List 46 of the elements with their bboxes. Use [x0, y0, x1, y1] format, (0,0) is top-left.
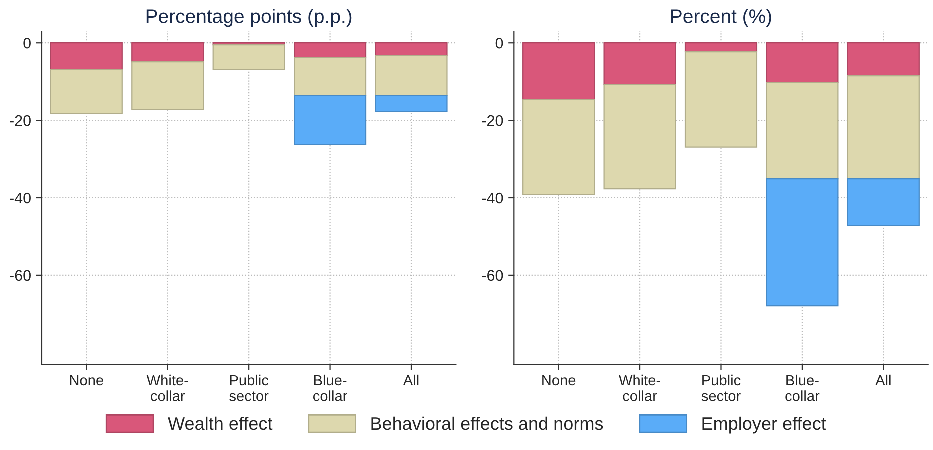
bar	[294, 57, 367, 96]
x-tick-label: None	[542, 375, 576, 386]
y-tick-label: -20	[482, 115, 504, 126]
chart-title: Percent (%)	[672, 9, 772, 28]
bar	[847, 178, 920, 226]
x-tick-label: Public sector	[702, 374, 741, 402]
bar	[684, 51, 758, 148]
x-tick-label: White- collar	[146, 374, 188, 402]
y-tick-label: -60	[482, 270, 504, 282]
bar	[50, 42, 123, 70]
bar	[522, 42, 596, 100]
x-tick-label: All	[403, 374, 419, 386]
x-tick-label: Blue- collar	[786, 374, 820, 402]
bar	[604, 42, 676, 86]
x-tick-label: All	[876, 374, 891, 386]
y-tick-label: -40	[482, 192, 504, 204]
y-tick-label: -60	[10, 270, 31, 282]
bar	[375, 55, 448, 96]
x-tick-label: None	[70, 375, 104, 386]
y-tick-label: -40	[10, 192, 31, 204]
bar	[766, 82, 839, 180]
bar	[375, 42, 448, 56]
bar	[375, 95, 448, 112]
bar	[50, 69, 123, 114]
bar	[684, 42, 758, 53]
bar	[132, 62, 204, 110]
bar	[847, 42, 920, 77]
x-tick-label: Public sector	[230, 374, 269, 402]
y-tick-label: 0	[496, 38, 504, 49]
y-tick-label: 0	[24, 38, 31, 49]
bar	[132, 42, 204, 63]
bar	[766, 42, 839, 84]
bar	[212, 44, 286, 70]
bar	[294, 42, 367, 58]
bar	[847, 75, 920, 180]
chart-title: Percentage points (p.p.)	[146, 9, 352, 28]
legend-label: Behavioral effects and norms	[372, 416, 604, 430]
x-tick-label: White- collar	[619, 374, 660, 402]
bar	[294, 95, 367, 146]
bar	[522, 99, 596, 196]
bar	[604, 84, 676, 190]
legend-label: Employer effect	[702, 416, 826, 434]
bar	[766, 178, 839, 307]
legend-label: Wealth effect	[168, 416, 273, 430]
x-tick-label: Blue- collar	[313, 374, 348, 402]
y-tick-label: -20	[10, 115, 31, 126]
